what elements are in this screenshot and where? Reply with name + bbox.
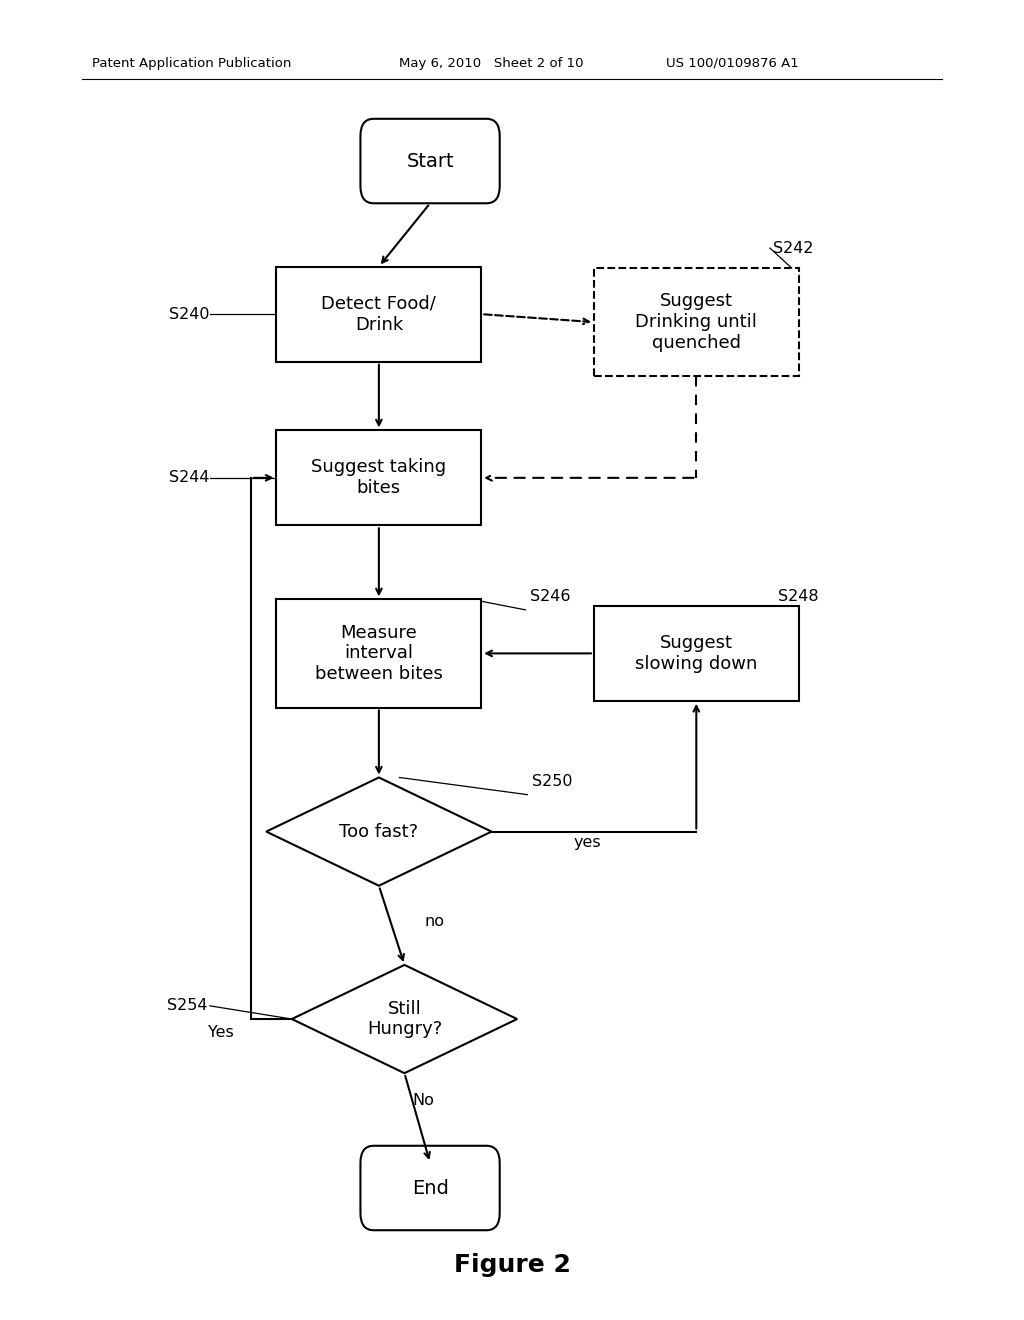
Bar [276, 599, 481, 708]
Bar [276, 430, 481, 525]
Text: S254: S254 [167, 998, 208, 1014]
Polygon shape [266, 777, 492, 886]
Text: no: no [425, 913, 445, 929]
Text: No: No [413, 1093, 434, 1109]
FancyBboxPatch shape [360, 1146, 500, 1230]
FancyBboxPatch shape [360, 119, 500, 203]
Text: US 100/0109876 A1: US 100/0109876 A1 [666, 57, 799, 70]
Text: Yes: Yes [208, 1024, 233, 1040]
Text: End: End [412, 1179, 449, 1197]
Text: Measure
interval
between bites: Measure interval between bites [315, 623, 442, 684]
Text: S248: S248 [778, 589, 819, 605]
Text: Figure 2: Figure 2 [454, 1253, 570, 1276]
Text: Patent Application Publication: Patent Application Publication [92, 57, 292, 70]
Bar [594, 606, 799, 701]
Text: Suggest
Drinking until
quenched: Suggest Drinking until quenched [635, 292, 758, 352]
Text: Detect Food/
Drink: Detect Food/ Drink [322, 294, 436, 334]
Text: May 6, 2010   Sheet 2 of 10: May 6, 2010 Sheet 2 of 10 [399, 57, 584, 70]
Polygon shape [292, 965, 517, 1073]
Bar [594, 268, 799, 376]
Text: S244: S244 [169, 470, 210, 486]
Text: S250: S250 [532, 774, 573, 789]
Text: Too fast?: Too fast? [339, 822, 419, 841]
Text: S240: S240 [169, 306, 210, 322]
Text: Suggest taking
bites: Suggest taking bites [311, 458, 446, 498]
Text: Still
Hungry?: Still Hungry? [367, 999, 442, 1039]
Text: Start: Start [407, 152, 454, 170]
Bar [276, 267, 481, 362]
Text: S242: S242 [773, 240, 814, 256]
Text: yes: yes [573, 834, 601, 850]
Text: S246: S246 [530, 589, 571, 605]
Text: Suggest
slowing down: Suggest slowing down [635, 634, 758, 673]
